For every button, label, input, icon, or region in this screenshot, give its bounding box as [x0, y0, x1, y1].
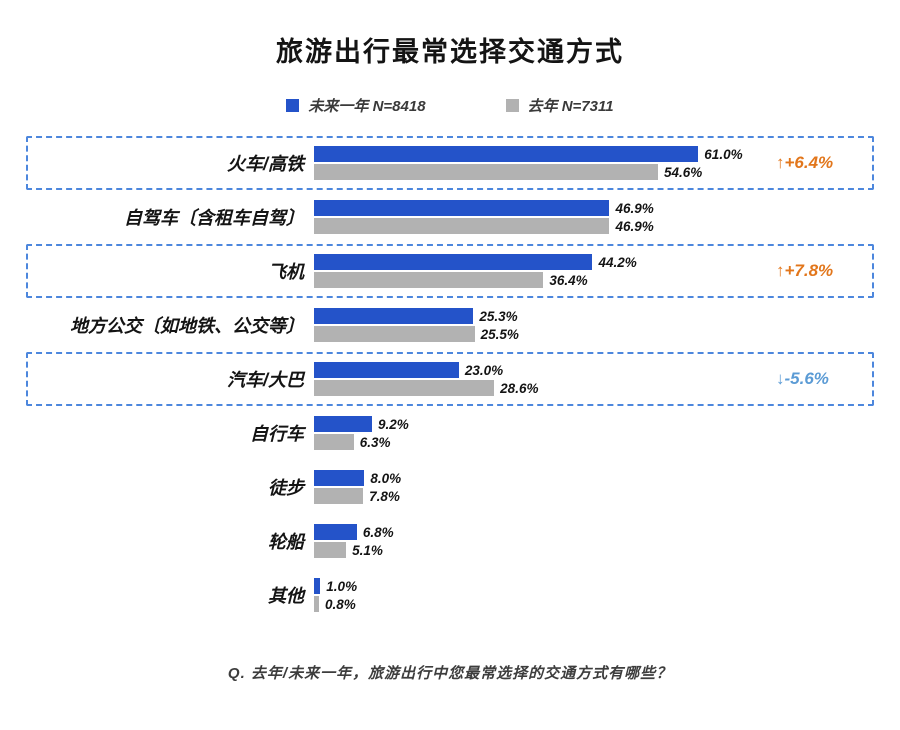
bar-group: 23.0% 28.6% — [314, 362, 772, 396]
bar-group: 1.0% 0.8% — [314, 578, 772, 612]
change-annotation: ↑+7.8% — [776, 261, 834, 280]
bar-line: 61.0% — [314, 146, 772, 162]
value-label: 7.8% — [369, 488, 400, 504]
bar-future-year — [314, 146, 699, 162]
value-label: 46.9% — [615, 218, 654, 234]
chart-row: 自行车 9.2% 6.3% — [26, 406, 874, 460]
bar-group: 25.3% 25.5% — [314, 308, 772, 342]
change-annotation: ↑+6.4% — [776, 153, 834, 172]
chart-row: 地方公交〔如地铁、公交等〕 25.3% 25.5% — [26, 298, 874, 352]
chart-row: 徒步 8.0% 7.8% — [26, 460, 874, 514]
bar-future-year — [314, 470, 365, 486]
legend-label-last-year: 去年 N=7311 — [527, 98, 614, 115]
value-label: 25.3% — [479, 308, 518, 324]
value-label: 8.0% — [370, 470, 402, 486]
category-label: 自行车 — [250, 424, 304, 444]
bar-line: 0.8% — [314, 596, 772, 612]
chart-row: 飞机 44.2% 36.4% ↑+7.8% — [26, 244, 874, 298]
bar-last-year — [314, 434, 354, 450]
chart-row: 汽车/大巴 23.0% 28.6% ↓-5.6% — [26, 352, 874, 406]
chart-row: 轮船 6.8% 5.1% — [26, 514, 874, 568]
bar-line: 5.1% — [314, 542, 772, 558]
bar-line: 6.3% — [314, 434, 772, 450]
bar-line: 8.0% — [314, 470, 772, 486]
bar-line: 6.8% — [314, 524, 772, 540]
bar-line: 46.9% — [314, 200, 772, 216]
bar-chart: 火车/高铁 61.0% 54.6% ↑+6.4% 自驾车〔含租车自驾〕 46.9% 46.9… — [26, 136, 874, 622]
chart-row: 其他 1.0% 0.8% — [26, 568, 874, 622]
bar-last-year — [314, 164, 658, 180]
bar-line: 28.6% — [314, 380, 772, 396]
bar-last-year — [314, 272, 544, 288]
category-label: 火车/高铁 — [226, 154, 304, 174]
bar-last-year — [314, 380, 495, 396]
value-label: 9.2% — [377, 416, 409, 432]
bar-future-year — [314, 416, 372, 432]
bar-last-year — [314, 596, 320, 612]
value-label: 46.9% — [615, 200, 654, 216]
bar-group: 46.9% 46.9% — [314, 200, 772, 234]
bar-line: 44.2% — [314, 254, 772, 270]
bar-line: 36.4% — [314, 272, 772, 288]
bar-last-year — [314, 542, 347, 558]
category-label: 汽车/大巴 — [226, 370, 304, 390]
chart-row: 火车/高铁 61.0% 54.6% ↑+6.4% — [26, 136, 874, 190]
bar-future-year — [314, 200, 610, 216]
bar-future-year — [314, 578, 321, 594]
value-label: 61.0% — [704, 146, 743, 162]
bar-future-year — [314, 362, 459, 378]
legend-item-last-year: 去年 N=7311 — [505, 95, 614, 116]
bar-group: 8.0% 7.8% — [314, 470, 772, 504]
category-label: 地方公交〔如地铁、公交等〕 — [70, 316, 304, 336]
bar-last-year — [314, 326, 475, 342]
category-label: 徒步 — [268, 478, 304, 498]
value-label: 25.5% — [480, 326, 519, 342]
legend-item-future-year: 未来一年 N=8418 — [286, 95, 426, 116]
value-label: 1.0% — [326, 578, 358, 594]
value-label: 5.1% — [352, 542, 383, 558]
bar-future-year — [314, 308, 474, 324]
bar-group: 9.2% 6.3% — [314, 416, 772, 450]
bar-group: 61.0% 54.6% — [314, 146, 772, 180]
bar-line: 54.6% — [314, 164, 772, 180]
bar-future-year — [314, 254, 593, 270]
bar-line: 9.2% — [314, 416, 772, 432]
legend: 未来一年 N=8418 去年 N=7311 — [0, 95, 900, 116]
bar-last-year — [314, 218, 610, 234]
bar-line: 25.5% — [314, 326, 772, 342]
change-annotation: ↓-5.6% — [776, 369, 829, 388]
value-label: 44.2% — [598, 254, 637, 270]
question-footnote: Q. 去年/未来一年，旅游出行中您最常选择的交通方式有哪些？ — [227, 665, 673, 682]
legend-label-future-year: 未来一年 N=8418 — [308, 98, 426, 115]
legend-swatch-blue — [286, 99, 300, 112]
bar-line: 46.9% — [314, 218, 772, 234]
category-label: 其他 — [268, 586, 304, 606]
category-label: 飞机 — [268, 262, 304, 282]
bar-line: 25.3% — [314, 308, 772, 324]
bar-last-year — [314, 488, 364, 504]
category-label: 轮船 — [268, 532, 304, 552]
legend-swatch-gray — [505, 99, 519, 112]
value-label: 36.4% — [549, 272, 588, 288]
value-label: 54.6% — [663, 164, 703, 180]
bar-group: 6.8% 5.1% — [314, 524, 772, 558]
bar-line: 7.8% — [314, 488, 772, 504]
value-label: 23.0% — [464, 362, 504, 378]
value-label: 6.8% — [362, 524, 394, 540]
value-label: 6.3% — [359, 434, 391, 450]
category-label: 自驾车〔含租车自驾〕 — [124, 208, 304, 228]
bar-group: 44.2% 36.4% — [314, 254, 772, 288]
bar-line: 23.0% — [314, 362, 772, 378]
chart-title: 旅游出行最常选择交通方式 — [276, 37, 624, 67]
value-label: 28.6% — [500, 380, 539, 396]
bar-future-year — [314, 524, 357, 540]
value-label: 0.8% — [325, 596, 356, 612]
chart-row: 自驾车〔含租车自驾〕 46.9% 46.9% — [26, 190, 874, 244]
bar-line: 1.0% — [314, 578, 772, 594]
